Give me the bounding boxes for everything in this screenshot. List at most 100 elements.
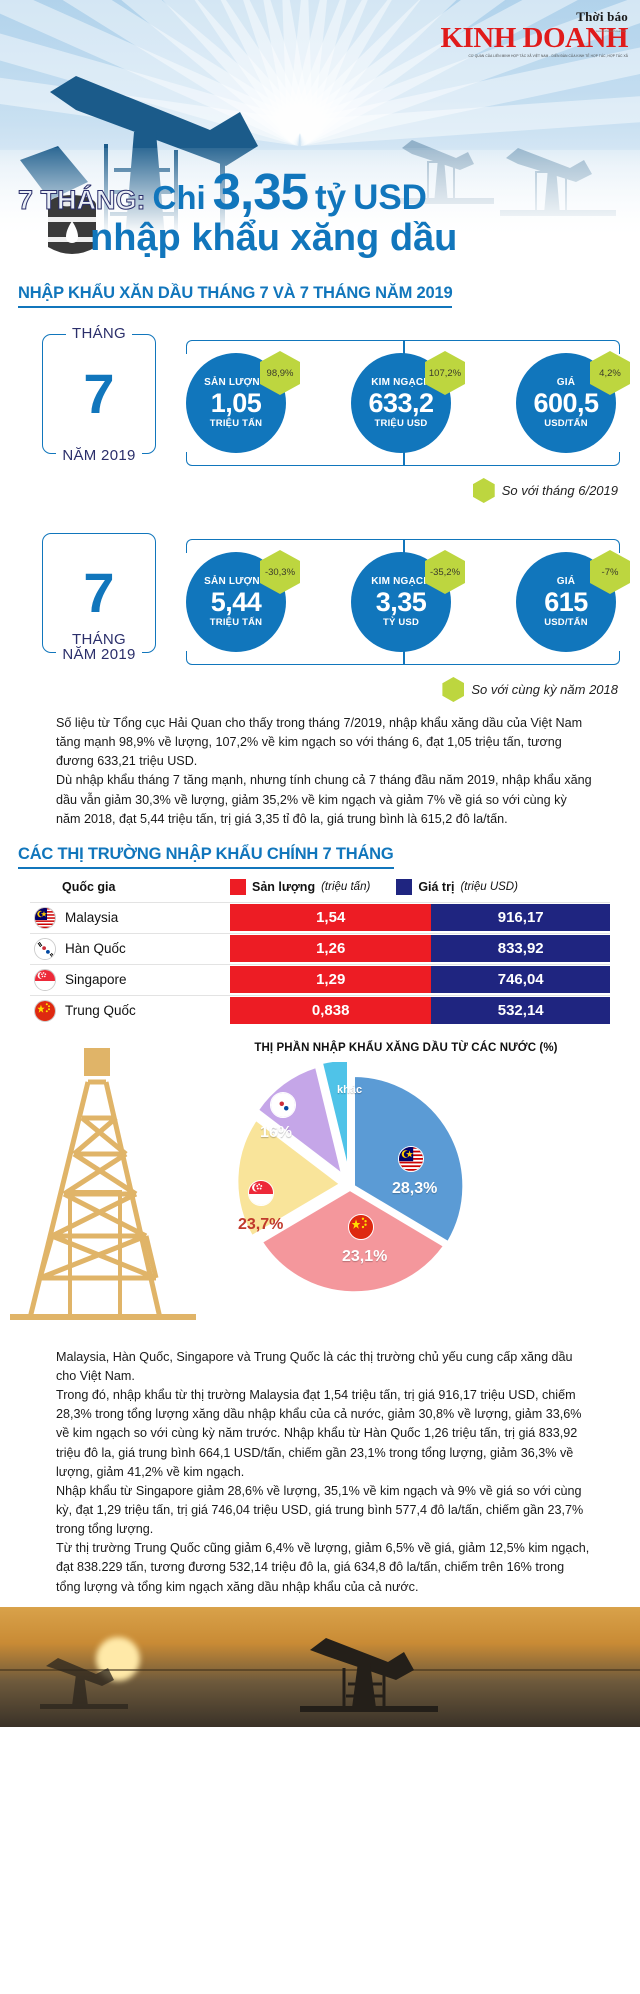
stat-unit: USD/TẤN bbox=[544, 617, 588, 629]
hero-title: 7 THÁNG: Chi 3,35 tỷ USD nhập khẩu xăng … bbox=[18, 162, 630, 260]
stat-circles-7months: SẢN LƯỢNG 5,44 TRIỆU TẤN -30,3% KIM NGẠC… bbox=[186, 550, 630, 652]
stat-item: KIM NGẠCH 633,2 TRIỆU USD 107,2% bbox=[351, 351, 465, 453]
pie-label-south-korea: 16% bbox=[260, 1123, 293, 1141]
swatch-volume-icon bbox=[230, 878, 246, 895]
stat-item: GIÁ 600,5 USD/TẤN 4,2% bbox=[516, 351, 630, 453]
pie-chart: 28,3% 23,1% bbox=[196, 1058, 496, 1312]
stat-badge-volume: 98,9% bbox=[260, 351, 300, 395]
bar-value: 746,04 bbox=[431, 966, 610, 994]
legend-text: So với cùng kỳ năm 2018 bbox=[471, 682, 618, 697]
stat-badge-turnover: 107,2% bbox=[425, 351, 465, 395]
bar-value: 916,17 bbox=[431, 904, 610, 932]
legend-volume-unit: (triệu tấn) bbox=[321, 880, 371, 893]
legend-value-label: Giá trị bbox=[418, 879, 455, 894]
brand-tagline: CƠ QUAN CỦA LIÊN MINH HỢP TÁC XÃ VIỆT NA… bbox=[468, 54, 628, 58]
period-box-month7: THÁNG 7 NĂM 2019 bbox=[42, 325, 156, 464]
stat-value: 5,44 bbox=[210, 586, 262, 617]
bracket-top-7months bbox=[186, 539, 620, 554]
period-number: 7 bbox=[83, 561, 115, 624]
stat-item: KIM NGẠCH 3,35 TỶ USD -35,2% bbox=[351, 550, 465, 652]
table-cell-country: Singapore bbox=[30, 968, 230, 991]
bar-value: 532,14 bbox=[431, 997, 610, 1025]
stat-block-month7: THÁNG 7 NĂM 2019 SẢN LƯỢNG 1,05 TRIỆU TẤ… bbox=[18, 325, 630, 474]
table-cell-bars: 1,26 833,92 bbox=[230, 935, 610, 963]
stat-circle-turnover: KIM NGẠCH 633,2 TRIỆU USD bbox=[351, 353, 451, 453]
hero-amount: 3,35 bbox=[212, 163, 309, 220]
paragraph-1-b: Dù nhập khẩu tháng 7 tăng mạnh, nhưng tí… bbox=[56, 773, 592, 826]
brand-url: www.thoibaokinhdoanh.vn bbox=[595, 30, 626, 33]
stat-unit: USD/TẤN bbox=[544, 418, 588, 430]
pie-chart-title: THỊ PHẦN NHẬP KHẨU XĂNG DẦU TỪ CÁC NƯỚC … bbox=[254, 1041, 558, 1054]
table-legend-volume: Sản lượng (triệu tấn) bbox=[230, 878, 371, 895]
pie-label-malaysia: 28,3% bbox=[392, 1179, 438, 1197]
markets-table: Quốc gia Sản lượng (triệu tấn) Giá trị (… bbox=[30, 878, 610, 1026]
bar-value: 833,92 bbox=[431, 935, 610, 963]
stat-block-7months: 7 THÁNG NĂM 2019 SẢN LƯỢNG 5,44 TRIỆU TẤ… bbox=[18, 525, 630, 673]
oil-barrel-icon bbox=[42, 193, 102, 268]
bar-volume: 0,838 bbox=[230, 997, 432, 1025]
stat-item: SẢN LƯỢNG 1,05 TRIỆU TẤN 98,9% bbox=[186, 351, 300, 453]
publication-logo: Thời báo KINH DOANH www.thoibaokinhdoanh… bbox=[440, 10, 628, 58]
flag-south-korea-icon bbox=[34, 937, 56, 960]
footer-oilfield-photo bbox=[0, 1606, 640, 1727]
table-cell-bars: 0,838 532,14 bbox=[230, 997, 610, 1025]
stat-unit: TRIỆU TẤN bbox=[209, 617, 263, 629]
table-cell-country: Malaysia bbox=[30, 906, 230, 929]
bracket-bottom-month7 bbox=[186, 451, 620, 466]
paragraph-2-d: Từ thị trường Trung Quốc cũng giảm 6,4% … bbox=[56, 1541, 590, 1594]
country-name: Malaysia bbox=[65, 910, 119, 926]
section2-heading: CÁC THỊ TRƯỜNG NHẬP KHẨU CHÍNH 7 THÁNG bbox=[18, 845, 394, 869]
country-name: Singapore bbox=[65, 972, 127, 988]
bar-volume: 1,29 bbox=[230, 966, 432, 994]
table-col-country: Quốc gia bbox=[62, 879, 116, 894]
flag-china-icon bbox=[34, 999, 56, 1022]
bar-volume: 1,26 bbox=[230, 935, 432, 963]
section1-heading: NHẬP KHẨU XĂN DẦU THÁNG 7 VÀ 7 THÁNG NĂM… bbox=[18, 284, 453, 308]
period-box-7months: 7 THÁNG NĂM 2019 bbox=[42, 533, 156, 663]
swatch-value-icon bbox=[396, 878, 413, 895]
stat-label: GIÁ bbox=[556, 575, 576, 587]
table-row: Hàn Quốc 1,26 833,92 bbox=[30, 932, 610, 964]
pie-label-other: khác bbox=[337, 1083, 363, 1096]
country-name: Hàn Quốc bbox=[65, 941, 126, 957]
paragraph-2-b: Trong đó, nhập khẩu từ thị trường Malays… bbox=[56, 1388, 582, 1479]
legend-hex-icon bbox=[442, 677, 465, 702]
country-name: Trung Quốc bbox=[65, 1003, 136, 1019]
hero-currency: USD bbox=[353, 178, 427, 217]
table-row: Trung Quốc 0,838 532,14 bbox=[30, 994, 610, 1026]
stat-badge-price: 4,2% bbox=[590, 351, 630, 395]
paragraph-2-a: Malaysia, Hàn Quốc, Singapore và Trung Q… bbox=[56, 1349, 573, 1383]
stat-item: SẢN LƯỢNG 5,44 TRIỆU TẤN -30,3% bbox=[186, 550, 300, 652]
hero-subtitle: nhập khẩu xăng dầu bbox=[90, 217, 458, 259]
hero-ground bbox=[0, 148, 640, 268]
table-cell-country: Hàn Quốc bbox=[30, 937, 230, 960]
infographic-page: Thời báo KINH DOANH www.thoibaokinhdoanh… bbox=[0, 0, 640, 1727]
legend-compare-7months: So với cùng kỳ năm 2018 bbox=[0, 677, 618, 702]
pumpjack-footer-silhouette bbox=[300, 1628, 440, 1717]
pie-label-singapore: 23,7% bbox=[238, 1215, 284, 1233]
paragraph-2-c: Nhập khẩu từ Singapore giảm 28,6% về lượ… bbox=[56, 1483, 584, 1537]
stat-value: 633,2 bbox=[368, 387, 434, 418]
table-header-row: Quốc gia Sản lượng (triệu tấn) Giá trị (… bbox=[30, 878, 610, 902]
pie-flag-south-korea-icon bbox=[270, 1091, 296, 1118]
stat-label: KIM NGẠCH bbox=[371, 575, 431, 587]
pie-flag-singapore-icon bbox=[248, 1179, 274, 1206]
table-cell-bars: 1,29 746,04 bbox=[230, 966, 610, 994]
flag-singapore-icon bbox=[34, 968, 56, 991]
section2-header-wrap: CÁC THỊ TRƯỜNG NHẬP KHẨU CHÍNH 7 THÁNG bbox=[0, 829, 640, 869]
bracket-top-month7 bbox=[186, 340, 620, 355]
bar-volume: 1,54 bbox=[230, 904, 432, 932]
hero-unit-ty: tỷ bbox=[314, 178, 347, 217]
stat-label: SẢN LƯỢNG bbox=[204, 575, 268, 587]
hero-prefix: 7 THÁNG: bbox=[18, 185, 146, 216]
sky-band bbox=[0, 0, 640, 150]
oil-derrick-illustration bbox=[10, 1042, 200, 1327]
period-line1: THÁNG bbox=[72, 630, 126, 648]
pie-chart-svg bbox=[236, 1058, 465, 1294]
hero-chi: Chi bbox=[152, 179, 206, 216]
pie-flag-china-icon bbox=[348, 1213, 374, 1240]
flag-malaysia-icon bbox=[34, 906, 56, 929]
paragraph-block-2: Malaysia, Hàn Quốc, Singapore và Trung Q… bbox=[56, 1348, 592, 1597]
paragraph-1-a: Số liệu từ Tổng cục Hải Quan cho thấy tr… bbox=[56, 716, 583, 769]
legend-value-unit: (triệu USD) bbox=[460, 880, 518, 893]
